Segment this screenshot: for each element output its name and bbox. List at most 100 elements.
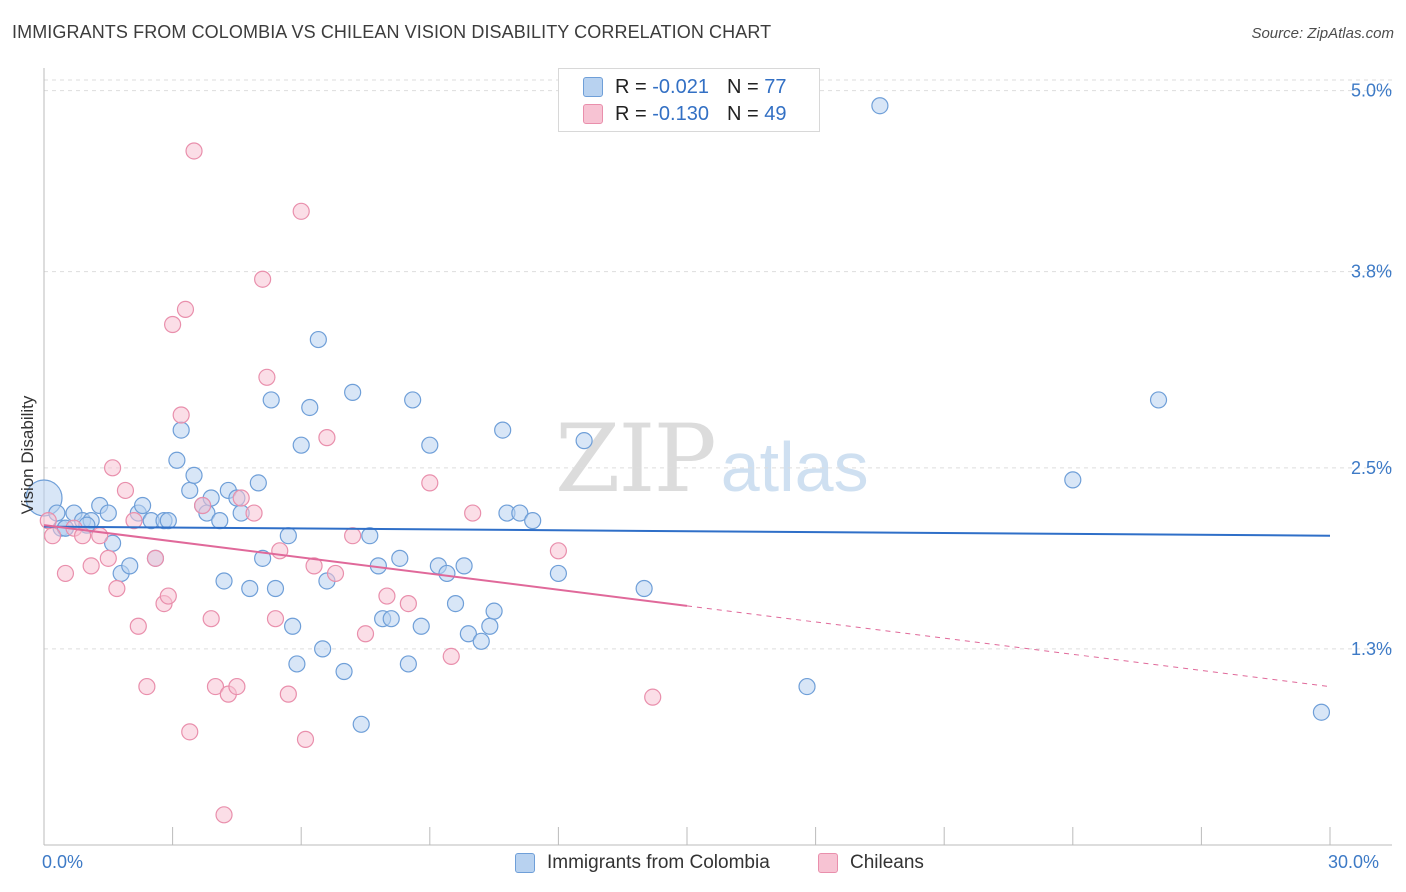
chilean-point [378,587,396,605]
colombia-point [314,640,332,658]
stats-legend-row-pink: R = -0.130 N = 49 [583,102,786,126]
chilean-point [159,587,177,605]
chilean-trend-line-dashed [686,605,1331,688]
stats-legend: R = -0.021 N = 77 R = -0.130 N = 49 [558,68,820,132]
series-legend: Immigrants from Colombia Chileans [0,852,1406,878]
chilean-point [245,504,263,522]
n-value-pink: 49 [764,102,787,125]
n-label-blue: N = [726,75,759,98]
colombia-point [446,595,465,613]
legend-label-chileans: Chileans [850,852,924,873]
colombia-point [421,436,439,454]
watermark: ZIPatlas [555,405,869,514]
y-axis-label: Vision Disability [18,395,37,515]
chilean-point [232,489,250,507]
colombia-point [241,579,259,598]
colombia-point [352,715,370,733]
chilean-point [129,617,147,635]
chilean-point [305,557,323,575]
chilean-point [99,549,117,567]
y-tick-label: 2.5% [1351,458,1392,478]
colombia-point [181,481,199,500]
colombia-point [168,451,186,469]
blue-swatch-icon [583,77,603,97]
r-label-pink: R = [615,102,647,125]
colombia-point [172,421,190,439]
watermark-zip: ZIP [555,405,717,514]
colombia-point [335,662,353,681]
colombia-point [262,391,280,409]
n-value-blue: 77 [764,75,787,98]
legend-item-chileans[interactable]: Chileans [818,852,924,874]
colombia-trend-line [43,525,1331,537]
colombia-point [391,549,409,567]
chilean-point [108,579,126,598]
colombia-point [404,391,422,409]
stats-legend-row-blue: R = -0.021 N = 77 [583,75,786,99]
chilean-point [181,723,199,741]
colombia-point [254,549,272,567]
colombia-point [99,504,117,522]
chilean-point [116,481,135,500]
chilean-point [344,527,362,545]
colombia-point [292,436,310,454]
colombia-point [455,557,473,575]
chilean-point [279,685,297,703]
chilean-point [292,202,310,220]
colombia-point [382,610,400,628]
colombia-point [481,617,499,635]
watermark-atlas: atlas [720,428,869,506]
chilean-point [125,512,143,530]
chilean-point [103,459,122,477]
chilean-point [228,677,246,696]
chilean-point [43,527,62,545]
colombia-point [301,398,319,417]
chilean-point [266,610,285,628]
chilean-point [202,610,220,628]
x-tick-label-left: 0.0% [42,852,84,872]
chilean-point [399,595,417,613]
colombia-point [249,474,267,492]
pink-legend-swatch-icon [818,853,838,873]
chilean-point [138,677,156,696]
colombia-point [399,655,417,673]
colombia-point [524,512,542,530]
colombia-point [635,579,653,598]
colombia-point [185,466,203,484]
colombia-point [485,602,503,620]
y-tick-label: 3.8% [1351,262,1392,282]
chilean-point [644,688,662,706]
colombia-point [575,432,593,450]
colombia-point [511,504,529,522]
chilean-point [194,496,212,515]
colombia-point [494,421,512,439]
colombia-point [1312,703,1331,721]
y-tick-label: 1.3% [1351,639,1392,659]
chilean-point [185,142,203,160]
n-label-pink: N = [726,102,759,125]
chilean-point [206,677,225,696]
colombia-point [284,617,302,635]
colombia-point [798,677,816,696]
chilean-point [172,406,190,424]
pink-swatch-icon [583,104,603,124]
colombia-point [871,97,889,115]
colombia-point [549,564,568,583]
chilean-point [215,806,233,824]
chilean-point [56,564,75,583]
chilean-point [254,270,272,288]
chilean-point [146,549,165,567]
colombia-point [438,564,456,583]
chilean-point [82,557,100,575]
colombia-point [309,330,327,349]
chilean-point [464,504,482,522]
legend-item-colombia[interactable]: Immigrants from Colombia [515,852,770,874]
colombia-point [211,512,229,530]
chilean-trend-line [43,524,688,607]
colombia-point [266,579,285,598]
chilean-point [356,625,375,643]
chilean-point [549,542,568,560]
colombia-point [361,527,379,545]
chilean-point [258,368,276,386]
